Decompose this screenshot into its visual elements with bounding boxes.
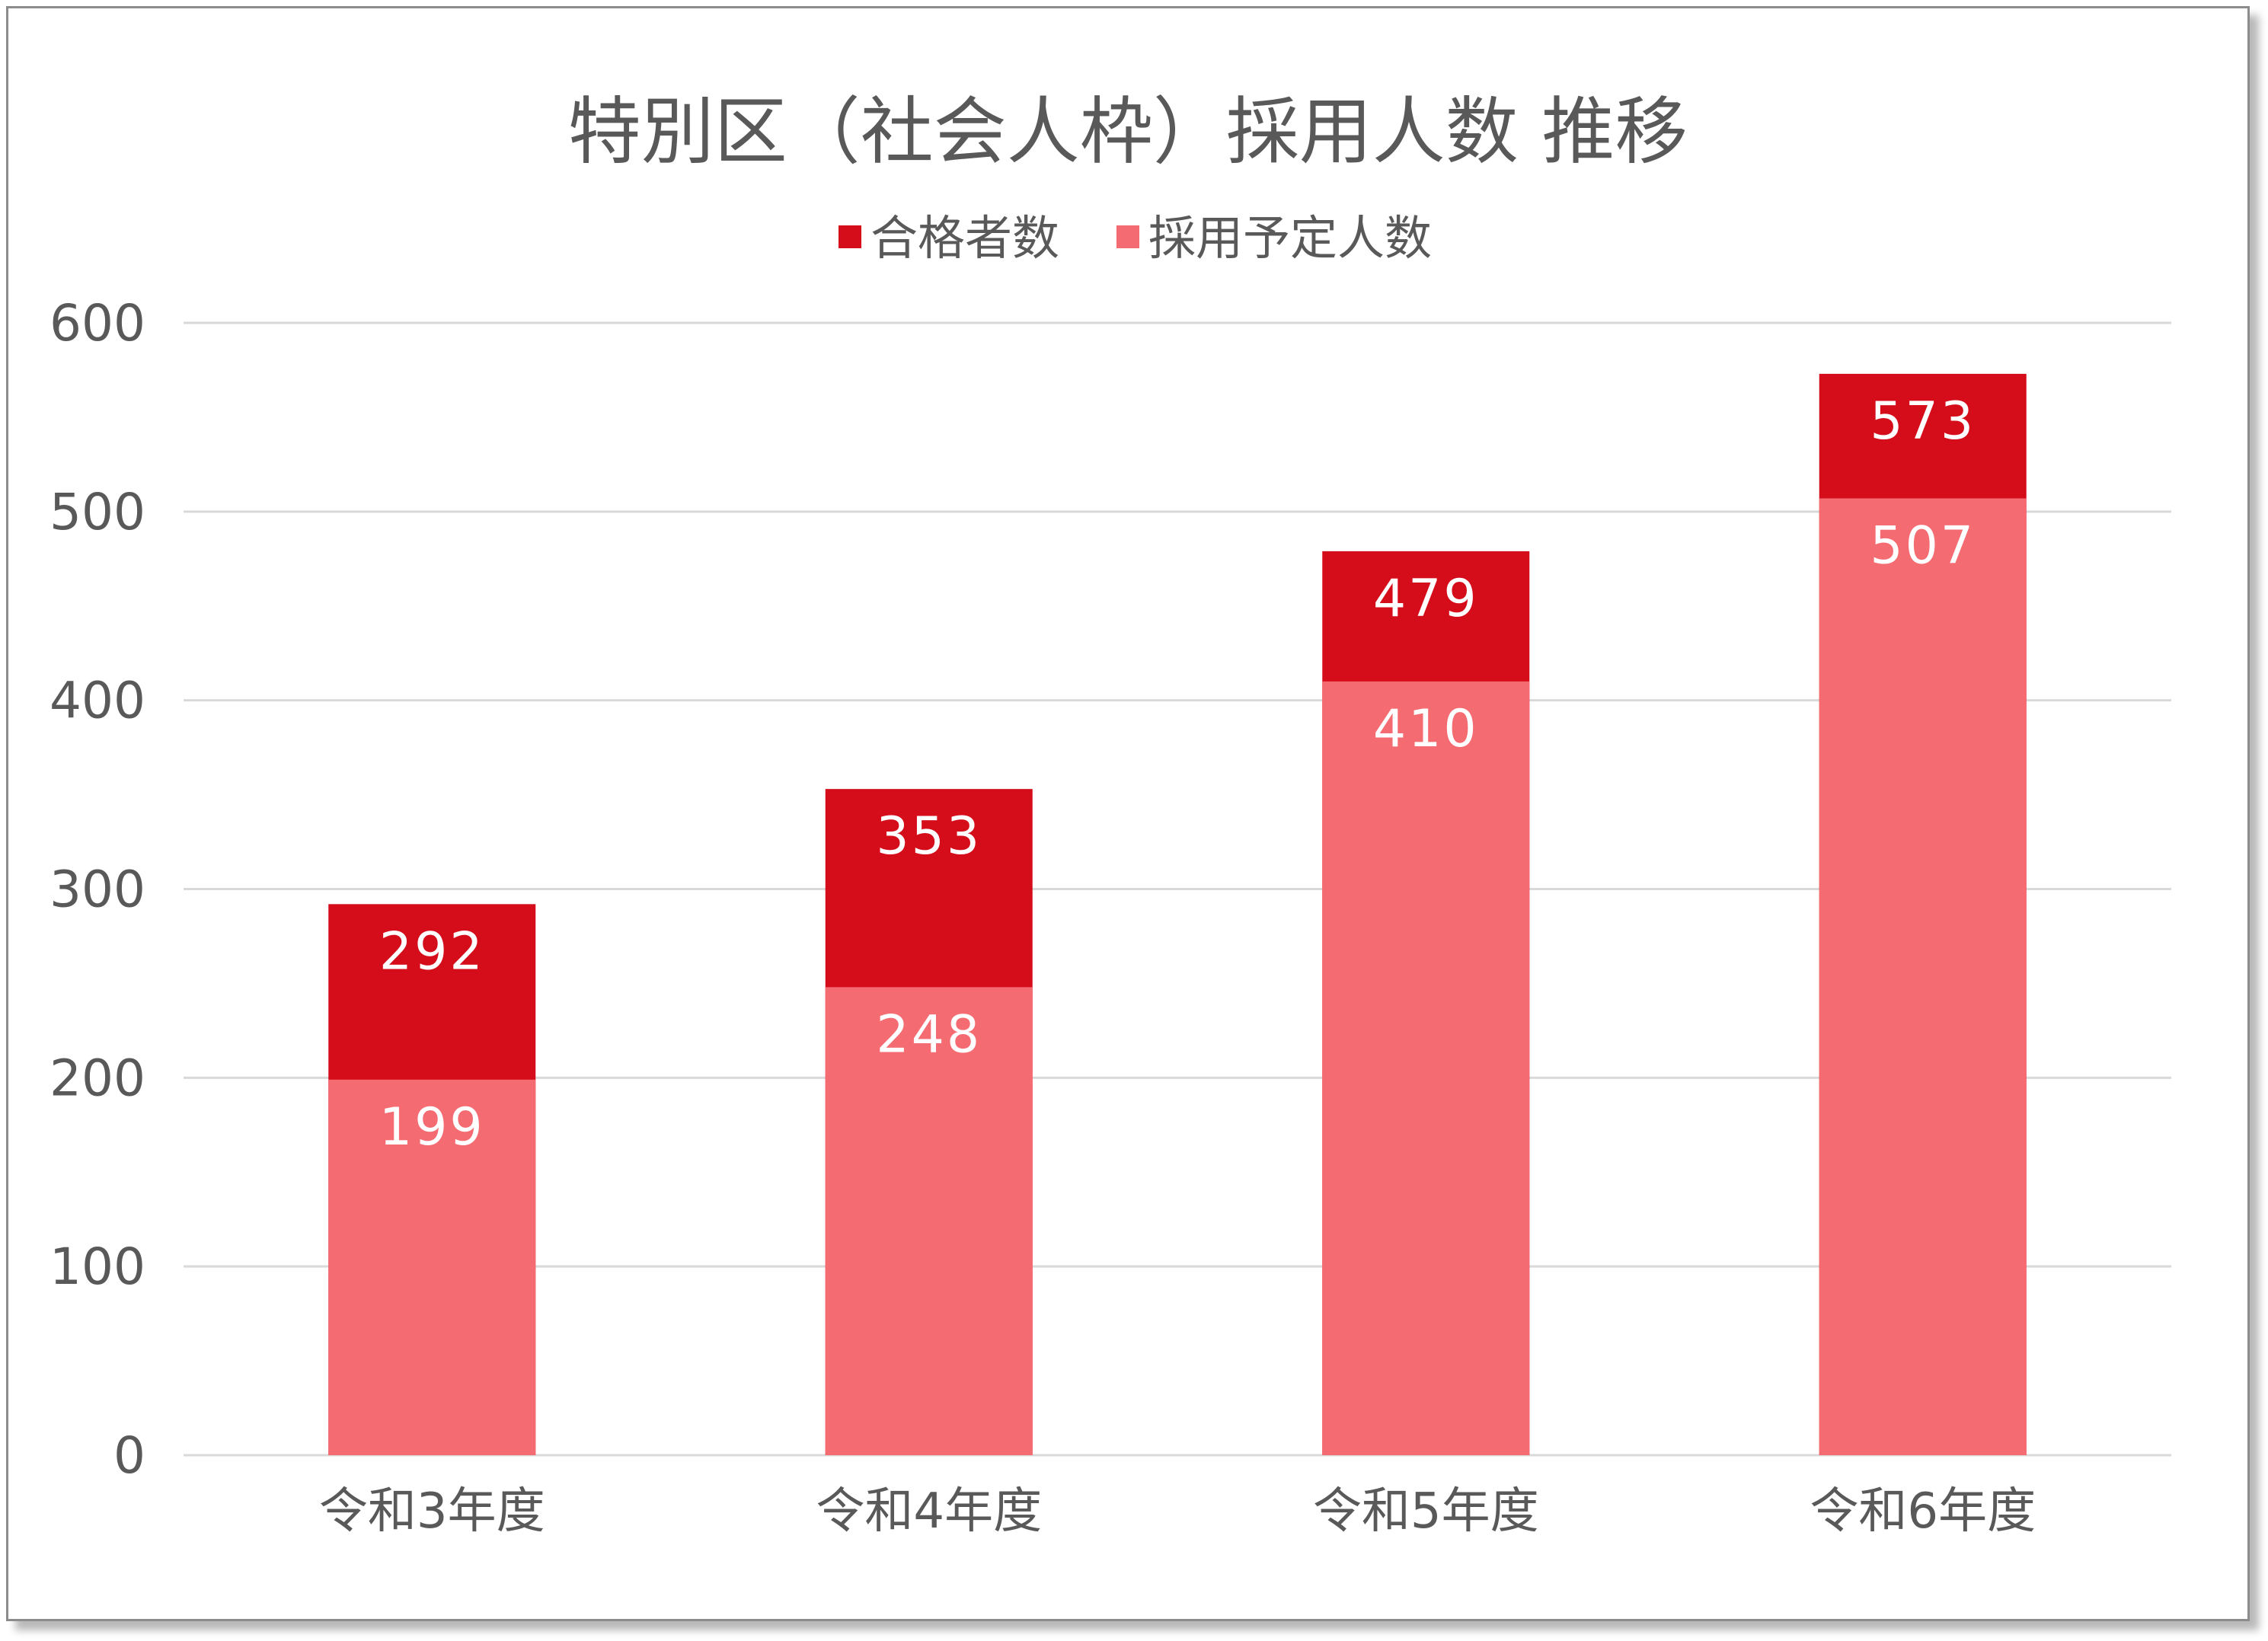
bar-planned-3 xyxy=(1322,681,1530,1455)
data-label-passers-4: 573 xyxy=(1870,391,1976,452)
x-tick-label-2: 令和4年度 xyxy=(816,1483,1042,1540)
data-label-passers-3: 479 xyxy=(1373,569,1479,629)
chart-svg: 特別区（社会人枠）採用人数 推移 合格者数 採用予定人数 0 100 200 300 40… xyxy=(50,89,2171,1540)
x-axis: 令和3年度 令和4年度 令和5年度 令和6年度 xyxy=(319,1483,2036,1540)
bar-planned-4 xyxy=(1819,498,2027,1455)
legend-swatch-1 xyxy=(839,225,861,248)
y-tick-label-100: 100 xyxy=(50,1237,145,1296)
data-label-planned-3: 410 xyxy=(1373,699,1479,759)
y-tick-label-200: 200 xyxy=(50,1049,145,1107)
y-tick-label-600: 600 xyxy=(50,294,145,353)
data-label-planned-1: 199 xyxy=(379,1097,485,1157)
x-tick-label-3: 令和5年度 xyxy=(1313,1483,1539,1540)
data-label-planned-4: 507 xyxy=(1870,516,1976,576)
x-tick-label-1: 令和3年度 xyxy=(319,1483,545,1540)
data-label-passers-1: 292 xyxy=(379,921,485,982)
y-tick-label-400: 400 xyxy=(50,672,145,730)
legend: 合格者数 採用予定人数 xyxy=(839,210,1432,266)
y-tick-label-0: 0 xyxy=(113,1426,145,1485)
y-axis: 0 100 200 300 400 500 600 xyxy=(50,294,145,1485)
data-label-planned-2: 248 xyxy=(876,1004,982,1065)
legend-label-1: 合格者数 xyxy=(870,210,1059,266)
legend-swatch-2 xyxy=(1116,225,1139,248)
chart-frame: 特別区（社会人枠）採用人数 推移 合格者数 採用予定人数 0 100 200 300 40… xyxy=(6,6,2250,1621)
chart-title: 特別区（社会人枠）採用人数 推移 xyxy=(568,89,1688,174)
data-label-passers-2: 353 xyxy=(876,806,982,867)
y-tick-label-500: 500 xyxy=(50,483,145,541)
bars: 292 199 353 248 479 410 573 507 xyxy=(328,373,2027,1455)
legend-label-2: 採用予定人数 xyxy=(1148,210,1432,266)
y-tick-label-300: 300 xyxy=(50,860,145,919)
bar-planned-2 xyxy=(825,987,1033,1455)
bar-planned-1 xyxy=(328,1079,536,1455)
x-tick-label-4: 令和6年度 xyxy=(1810,1483,2036,1540)
